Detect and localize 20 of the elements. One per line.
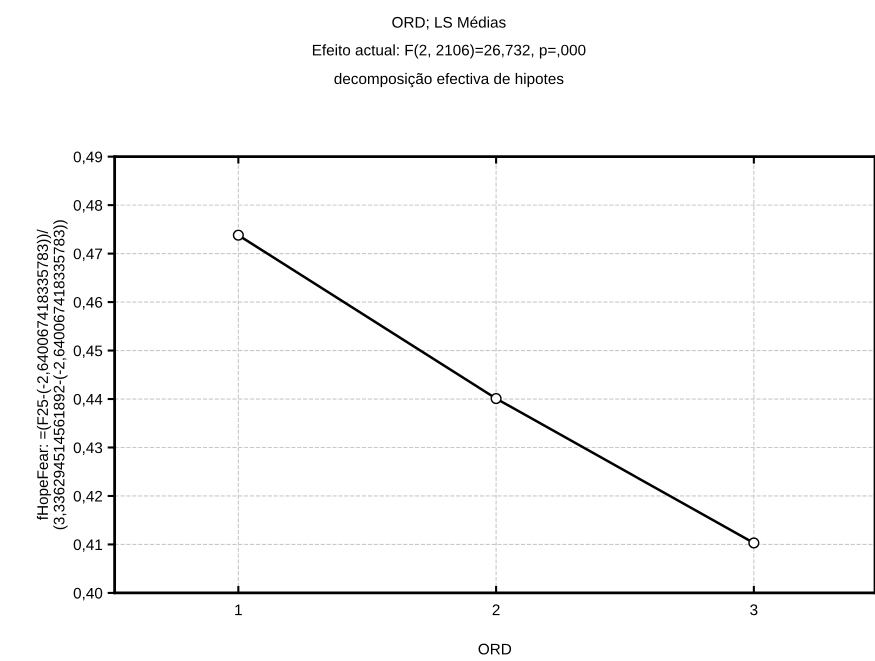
y-tick-label: 0,43 — [74, 442, 102, 455]
y-tick-label: 0,49 — [74, 152, 102, 164]
y-tick-label: 0,47 — [74, 248, 102, 262]
y-tick-label: 0,42 — [74, 490, 102, 504]
x-tick-label: 1 — [235, 604, 242, 616]
y-tick-label: 0,48 — [74, 200, 102, 213]
y-tick-label: 0,40 — [74, 588, 102, 600]
y-axis-title: fHopeFear: =(F25-(-2,640067418335783))/ (3,336294514561892-(-2,640067418335783)) — [36, 220, 68, 530]
point — [748, 537, 760, 549]
x-tick-label: 2 — [492, 604, 500, 616]
x-axis-title: ORD — [478, 644, 512, 654]
x-tick-label: 3 — [750, 604, 758, 616]
point — [232, 230, 244, 241]
y-tick-label: 0,46 — [74, 296, 102, 310]
point — [490, 392, 502, 404]
y-tick-label: 0,41 — [74, 539, 102, 552]
chart-title: ORD; LS Médias — [392, 16, 506, 30]
chart-subtitle: Efeito actual: F(2, 2106)=26,732, p=,000 decomposição efectiva de hipotes — [312, 44, 586, 88]
y-tick-label: 0,45 — [74, 345, 102, 358]
y-tick-label: 0,44 — [74, 394, 102, 407]
